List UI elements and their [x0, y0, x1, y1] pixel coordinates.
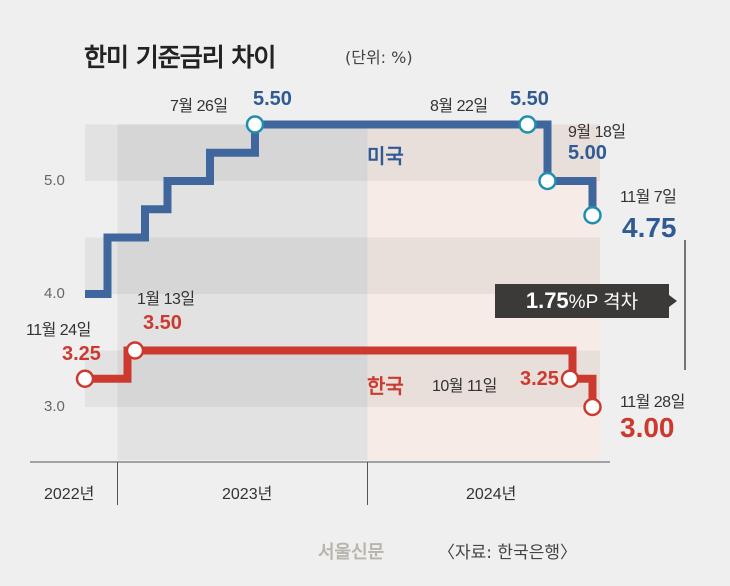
- data-label-date: 1월 13일: [137, 291, 195, 308]
- series-line-kr: [85, 346, 597, 407]
- data-label-date: 11월 24일: [26, 322, 91, 339]
- data-label-date: 9월 18일: [568, 124, 626, 141]
- x-year-label: 2022년: [44, 486, 95, 503]
- source-note: 〈자료: 한국은행〉: [438, 543, 577, 563]
- y-tick: 5.0: [44, 172, 65, 189]
- gap-text: %P 격차: [568, 292, 639, 313]
- series-label-us: 미국: [367, 146, 404, 168]
- data-label-date: 11월 28일: [620, 394, 685, 411]
- data-point-us: [538, 171, 557, 191]
- y-tick: 3.0: [44, 398, 65, 415]
- data-label-value: 3.25: [62, 343, 101, 365]
- grid-band: [85, 350, 600, 407]
- data-label-value: 5.00: [568, 142, 607, 164]
- data-label-value: 3.50: [143, 312, 182, 334]
- series-line-us: [85, 120, 597, 298]
- data-label-value: 3.25: [520, 368, 559, 390]
- data-point-kr: [75, 369, 95, 388]
- data-point-kr: [583, 397, 602, 417]
- data-point-kr: [125, 341, 145, 360]
- data-point-kr: [560, 369, 580, 388]
- region-2023: [117, 124, 368, 460]
- gap-callout: 1.75%P 격차: [495, 284, 677, 318]
- publisher-logo: 서울신문: [318, 542, 385, 563]
- data-label-value: 5.50: [510, 88, 549, 110]
- y-tick: 4.0: [44, 285, 65, 302]
- data-point-us: [518, 115, 537, 134]
- chart-title: 한미 기준금리 차이: [84, 43, 276, 72]
- x-year-label: 2024년: [466, 486, 517, 503]
- data-label-value: 3.00: [620, 412, 675, 443]
- grid-band: [85, 124, 600, 181]
- series-label-kr: 한국: [367, 376, 404, 398]
- data-point-us: [583, 206, 602, 225]
- data-label-value: 4.75: [622, 212, 677, 243]
- data-label-date: 7월 26일: [170, 98, 228, 115]
- data-label-date: 11월 7일: [620, 189, 677, 206]
- gap-value: 1.75: [525, 288, 569, 313]
- data-label-value: 5.50: [253, 88, 292, 110]
- data-label-date: 10월 11일: [432, 378, 497, 395]
- data-label-date: 8월 22일: [430, 98, 488, 115]
- unit-label: (단위: %): [345, 48, 413, 67]
- x-year-label: 2023년: [222, 486, 273, 503]
- data-point-us: [245, 115, 265, 134]
